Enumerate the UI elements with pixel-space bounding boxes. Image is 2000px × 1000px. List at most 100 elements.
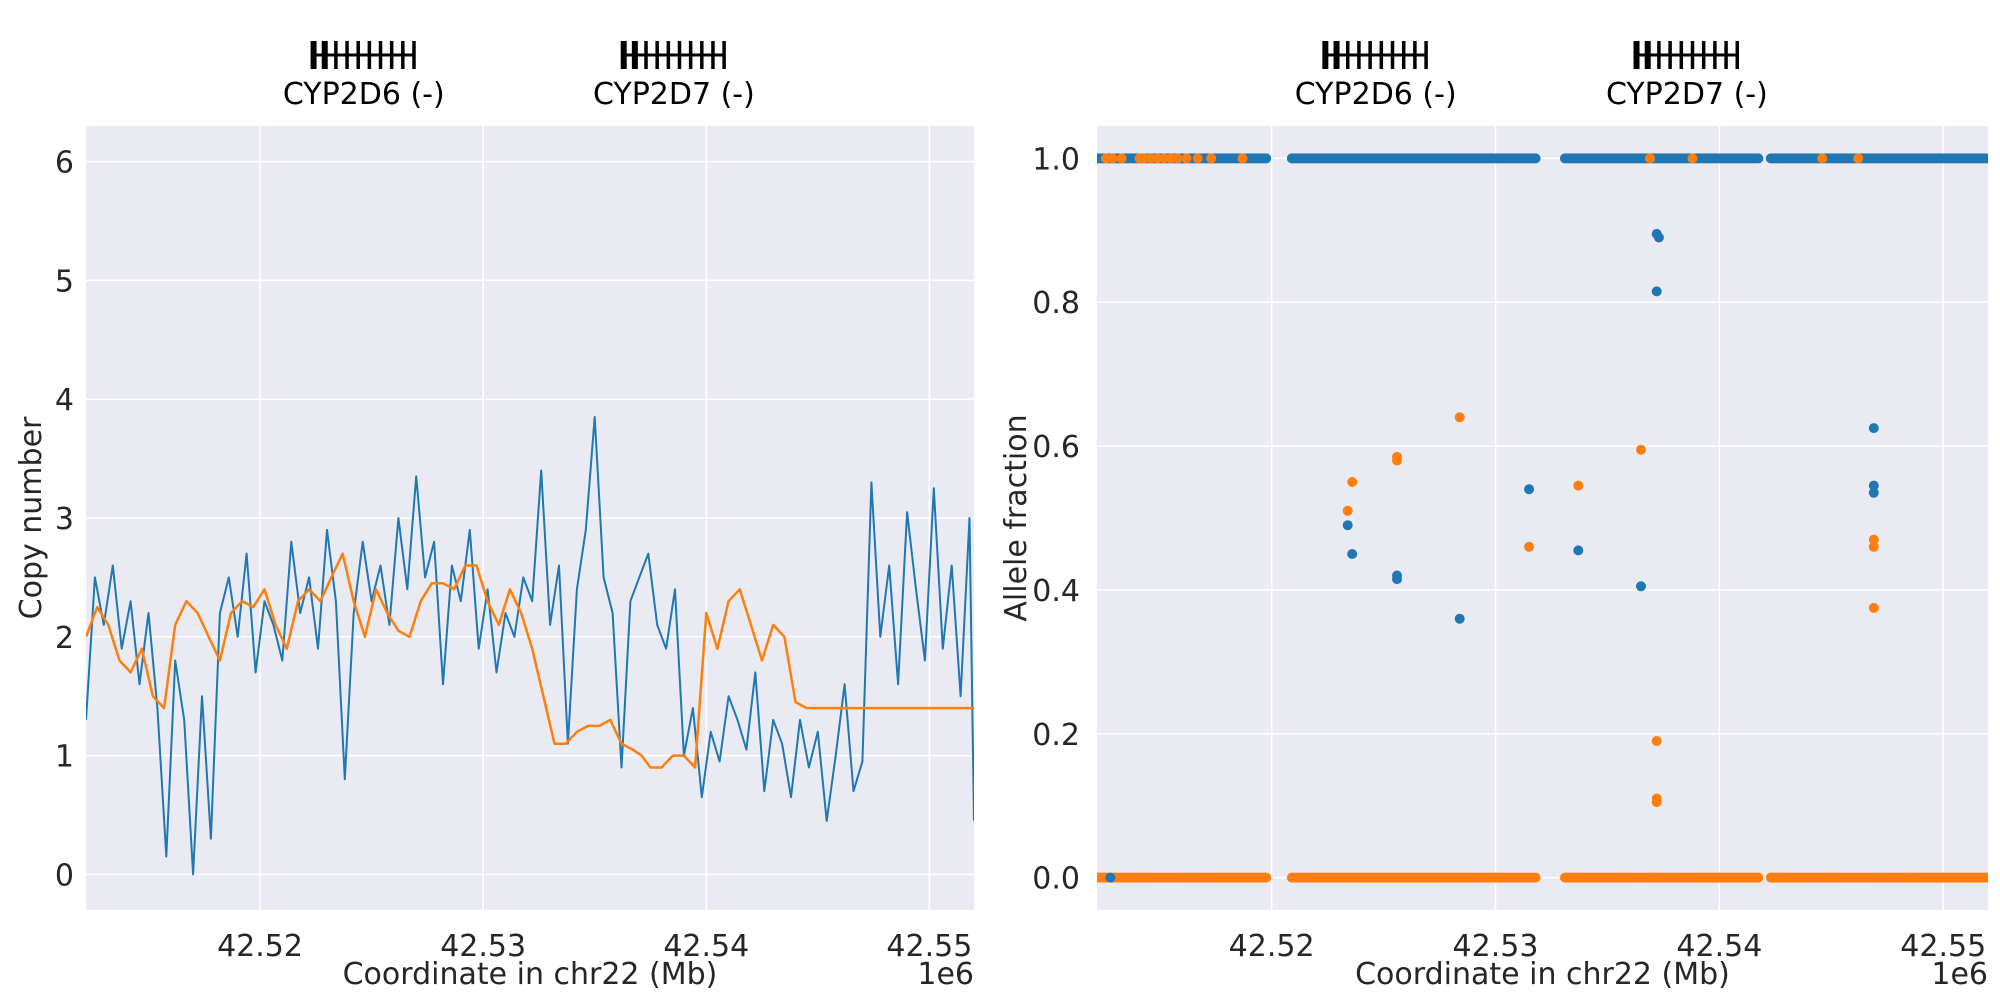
gene-exon [1668, 41, 1672, 69]
x-tick-label: 42.52 [217, 929, 303, 964]
x-tick-label: 42.54 [1676, 929, 1762, 964]
series-line-smoothed [86, 552, 974, 769]
data-point-orange [1645, 153, 1655, 164]
gene-exon [310, 41, 317, 69]
y-tick-label: 0.4 [1032, 574, 1080, 609]
plot-area [1097, 126, 1988, 910]
x-axis-label: Coordinate in chr22 (Mb) [1355, 957, 1730, 992]
gene-exon [711, 41, 715, 69]
gene-exon [1345, 41, 1350, 69]
gene-exon [1322, 41, 1329, 69]
gene-exon [666, 41, 671, 69]
gene-exon [1357, 41, 1361, 69]
gene-exon [1690, 41, 1695, 69]
x-offset-label: 1e6 [1931, 957, 1988, 992]
gene-exon [644, 41, 648, 69]
data-point-orange [1524, 541, 1535, 552]
gene-exon [1333, 41, 1340, 69]
gene-exon [722, 41, 726, 69]
x-offset-label: 1e6 [917, 957, 974, 992]
y-tick-label: 6 [55, 146, 74, 181]
data-point-orange [1116, 153, 1127, 164]
plot-content [86, 416, 974, 876]
data-point-orange [1172, 153, 1183, 164]
data-point-blue [1573, 545, 1584, 556]
gene-exon [1390, 41, 1395, 69]
data-point-orange [1868, 602, 1879, 613]
data-point-orange [1868, 541, 1879, 552]
x-tick-label: 42.53 [440, 929, 526, 964]
gene-exon [620, 41, 627, 69]
data-point-orange [1192, 153, 1203, 164]
gene-exon [688, 41, 693, 69]
data-point-orange [1868, 534, 1879, 545]
data-point-blue [1868, 487, 1879, 498]
data-point-blue [1347, 549, 1358, 559]
data-point-orange [1181, 153, 1192, 164]
band-point-orange [1261, 872, 1272, 883]
data-point-orange [1107, 153, 1118, 164]
gene-exon [321, 41, 328, 69]
band-point-blue [1530, 153, 1541, 164]
gene-exon [378, 41, 383, 69]
data-point-blue [1342, 520, 1353, 531]
data-point-orange [1392, 455, 1402, 466]
gene-exon [1735, 41, 1740, 69]
band-point-blue [1981, 153, 1988, 164]
y-tick-label: 1.0 [1032, 142, 1080, 177]
data-point-orange [1237, 153, 1248, 164]
copy-number-panel: 42.52 42.53 42.54 42.55 0 1 2 3 4 5 6 Coordinate in… [14, 41, 974, 992]
band-point-orange [1753, 872, 1764, 883]
gene-exon [1713, 41, 1717, 69]
data-point-orange [1347, 477, 1358, 487]
x-tick-label: 42.55 [886, 929, 972, 964]
gene-exon [412, 41, 416, 69]
gene-exon [1379, 41, 1384, 69]
gene-label: CYP2D6 (-) [283, 77, 445, 112]
data-point-orange [1206, 153, 1217, 164]
gene-exon [334, 41, 338, 69]
y-tick-label: 5 [55, 264, 74, 299]
data-point-orange [1342, 505, 1353, 516]
data-point-orange [1817, 153, 1828, 164]
gene-exon [1657, 41, 1661, 69]
gene-exon [1401, 41, 1406, 69]
gene-1: CYP2D7 (-) [1606, 41, 1768, 112]
data-point-blue [1868, 480, 1879, 491]
gene-exon [1679, 41, 1684, 69]
gene-exon [1633, 41, 1640, 69]
band-point-orange [1981, 872, 1988, 883]
x-tick-label: 42.53 [1453, 929, 1539, 964]
gene-1: CYP2D7 (-) [593, 41, 755, 112]
y-tick-label: 1 [55, 740, 74, 775]
gene-exon [401, 41, 405, 69]
data-point-orange [1651, 797, 1662, 808]
gene-exon [1413, 41, 1417, 69]
gene-exon [1424, 41, 1428, 69]
gene-exon [700, 41, 704, 69]
x-tick-label: 42.55 [1900, 929, 1986, 964]
gene-exon [1701, 41, 1706, 69]
gene-exon [389, 41, 394, 69]
gene-0: CYP2D6 (-) [1295, 41, 1457, 112]
data-point-orange [1573, 480, 1584, 491]
gene-label: CYP2D7 (-) [1606, 77, 1768, 112]
gene-label: CYP2D7 (-) [593, 77, 755, 112]
data-point-blue [1636, 581, 1646, 592]
x-tick-label: 42.54 [663, 929, 749, 964]
y-tick-label: 2 [55, 621, 74, 656]
gene-exon [631, 41, 638, 69]
gene-exon [655, 41, 659, 69]
data-point-blue [1105, 872, 1116, 883]
data-point-blue [1392, 574, 1402, 585]
allele-fraction-panel: 42.52 42.53 42.54 42.55 0.0 0.2 0.4 0.6 0.8 1.0 Co… [999, 41, 1988, 992]
band-point-blue [1261, 153, 1272, 164]
band-point-orange [1530, 872, 1541, 883]
data-point-orange [1636, 444, 1646, 455]
gene-label: CYP2D6 (-) [1295, 77, 1457, 112]
gene-exon [356, 41, 360, 69]
gene-exon [345, 41, 349, 69]
gene-exon [1644, 41, 1651, 69]
data-point-blue [1524, 484, 1535, 495]
